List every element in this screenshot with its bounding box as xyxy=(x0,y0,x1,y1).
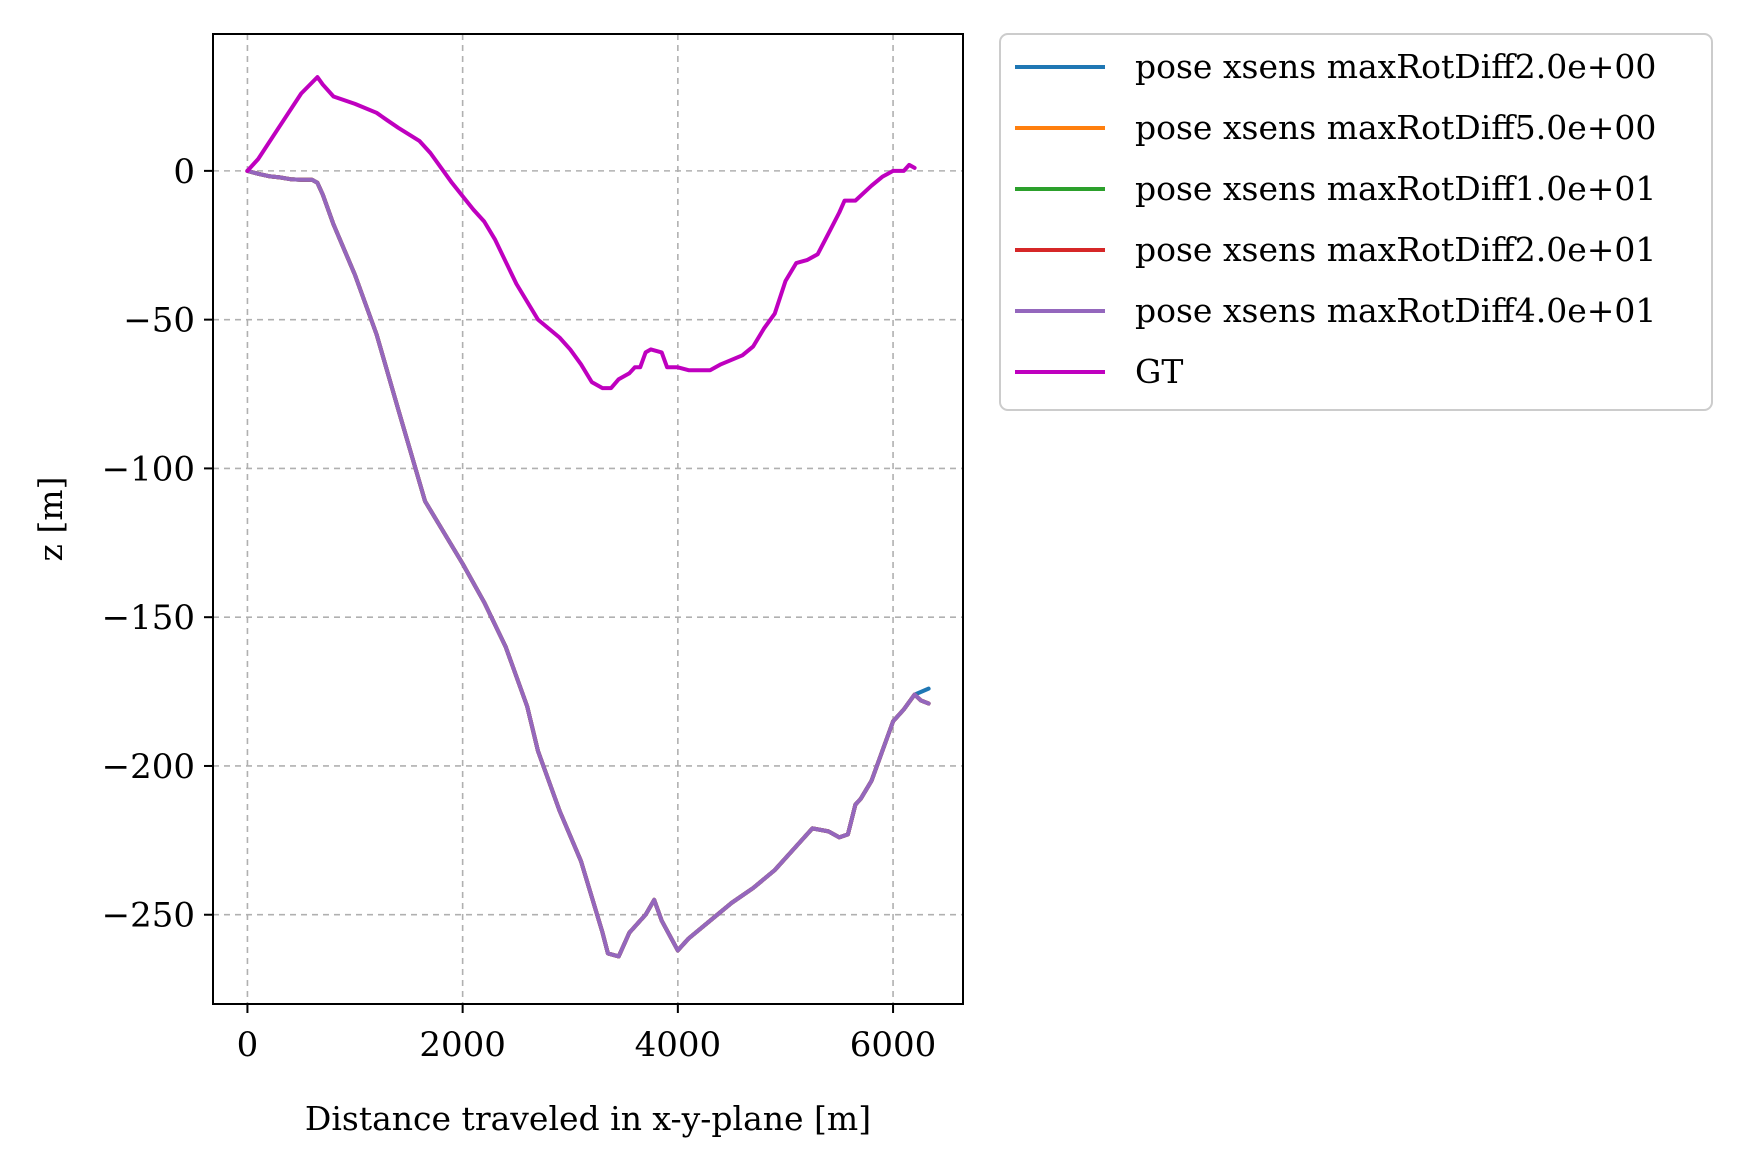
y-tick-label: −50 xyxy=(123,301,195,341)
ticks: 0 2000 4000 6000 0 −50 −100 −150 −200 −250 xyxy=(102,152,937,1065)
legend-label-2: pose xsens maxRotDiff1.0e+01 xyxy=(1135,169,1656,208)
y-tick-label: −250 xyxy=(102,896,195,936)
legend-label-3: pose xsens maxRotDiff2.0e+01 xyxy=(1135,230,1656,269)
y-axis-label: z [m] xyxy=(31,477,70,562)
x-tick-label: 2000 xyxy=(419,1025,506,1065)
series-line-5 xyxy=(245,75,917,391)
x-tick-label: 6000 xyxy=(850,1025,937,1065)
x-tick-label: 0 xyxy=(237,1025,259,1065)
plot-frame xyxy=(212,33,964,1005)
legend-frame xyxy=(999,33,1713,411)
y-tick-label: 0 xyxy=(173,152,195,192)
y-tick-label: −100 xyxy=(102,449,195,489)
legend-label-5: GT xyxy=(1135,352,1183,391)
legend-label-0: pose xsens maxRotDiff2.0e+00 xyxy=(1135,47,1656,86)
y-tick-label: −150 xyxy=(102,598,195,638)
legend-label-4: pose xsens maxRotDiff4.0e+01 xyxy=(1135,291,1656,330)
legend-label-1: pose xsens maxRotDiff5.0e+00 xyxy=(1135,108,1656,147)
grid xyxy=(213,34,963,1004)
legend: pose xsens maxRotDiff2.0e+00 pose xsens m… xyxy=(999,33,1713,411)
y-tick-label: −200 xyxy=(102,747,195,787)
legend-entries: pose xsens maxRotDiff2.0e+00 pose xsens m… xyxy=(1015,47,1656,391)
x-tick-label: 4000 xyxy=(635,1025,722,1065)
x-axis-label: Distance traveled in x-y-plane [m] xyxy=(305,1099,871,1138)
series-line-4 xyxy=(245,168,931,959)
series-layer xyxy=(245,75,931,959)
